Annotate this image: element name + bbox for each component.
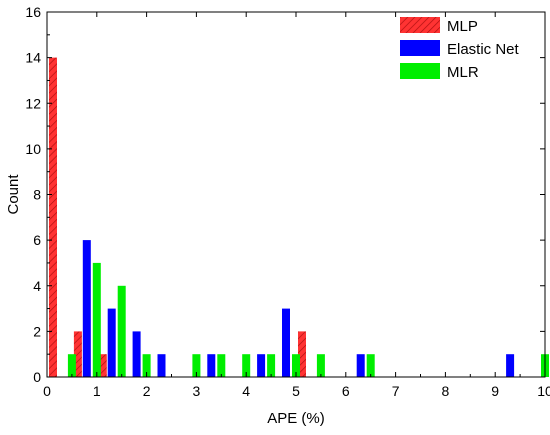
legend-swatch-mlp [400,17,440,33]
bar-mlp [49,57,57,377]
legend-label-mlp: MLP [447,18,478,35]
bar-mlr [117,285,126,378]
y-tick-label: 16 [25,4,41,20]
legend-label-mlr: MLR [447,64,479,81]
y-tick-label: 2 [33,323,41,339]
bar-mlr [67,354,76,377]
bar-elastic-net [157,354,166,377]
bar-elastic-net [132,331,141,377]
bar-mlr [217,354,226,377]
y-tick-label: 4 [33,278,41,294]
bar-elastic-net [82,240,91,377]
x-tick-label: 0 [43,383,51,399]
bar-mlr [292,354,300,377]
bar-mlr [316,354,325,377]
legend-swatch-mlr [400,63,440,79]
x-tick-label: 8 [442,383,450,399]
bar-mlr [92,262,101,377]
legend: MLP Elastic Net MLR [400,17,520,81]
y-tick-label: 10 [25,141,41,157]
legend-label-elastic-net: Elastic Net [447,41,520,58]
bar-elastic-net [356,354,365,377]
y-tick-label: 14 [25,50,41,66]
bars-layer [49,57,549,378]
bar-elastic-net [506,354,515,377]
bar-mlr [192,354,201,377]
legend-swatch-elastic-net [400,40,440,56]
y-tick-label: 12 [25,95,41,111]
bar-mlp [298,331,306,377]
x-tick-label: 1 [93,383,101,399]
bar-elastic-net [107,308,116,377]
y-tick-label: 0 [33,369,41,385]
x-tick-label: 2 [143,383,151,399]
x-tick-label: 4 [242,383,250,399]
x-tick-label: 5 [292,383,300,399]
y-tick-label: 6 [33,232,41,248]
bar-mlp [73,331,82,377]
y-axis-label: Count [5,174,22,215]
bar-elastic-net [257,354,266,377]
bar-mlr [366,354,375,377]
x-axis-label: APE (%) [267,410,325,427]
bar-mlp [98,354,107,377]
x-tick-label: 10 [537,383,550,399]
bar-mlr [242,354,251,377]
y-tick-label: 8 [33,187,41,203]
bar-elastic-net [207,354,216,377]
x-tick-label: 6 [342,383,350,399]
x-tick-label: 7 [392,383,400,399]
bar-mlr [267,354,276,377]
x-tick-label: 9 [491,383,499,399]
bar-elastic-net [282,308,290,377]
bar-mlr [142,354,151,377]
x-tick-label: 3 [193,383,201,399]
